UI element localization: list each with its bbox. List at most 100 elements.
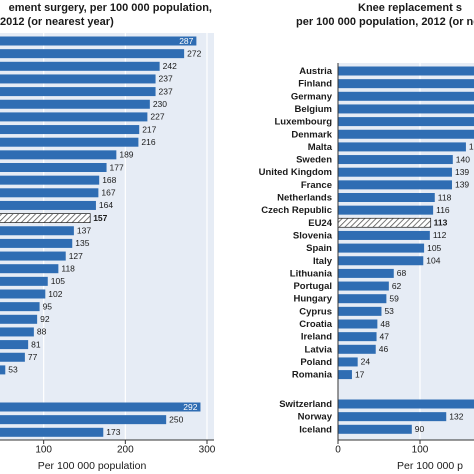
bar xyxy=(338,243,425,253)
bar xyxy=(0,150,117,160)
bar xyxy=(0,289,46,299)
category-label: EU24 xyxy=(308,218,332,229)
bar xyxy=(338,399,474,409)
value-label: 17 xyxy=(355,369,365,379)
category-label: Italy xyxy=(313,256,333,267)
value-label: 24 xyxy=(361,357,371,367)
bar xyxy=(0,427,104,437)
bar xyxy=(0,87,156,97)
bar xyxy=(0,112,148,122)
category-label: Hungary xyxy=(293,294,332,305)
category-label: Czech Republic xyxy=(261,205,332,216)
bar xyxy=(338,79,474,89)
bar xyxy=(0,238,73,248)
x-tick-label: 100 xyxy=(35,445,52,456)
value-label: 104 xyxy=(426,256,440,266)
value-label: 105 xyxy=(427,243,441,253)
value-label: 47 xyxy=(380,331,390,341)
value-label: 173 xyxy=(106,427,120,437)
bar xyxy=(0,340,29,350)
bar xyxy=(0,264,59,274)
category-label: Cyprus xyxy=(299,306,332,317)
value-label: 77 xyxy=(28,352,38,362)
value-label: 95 xyxy=(43,301,53,311)
value-label: 113 xyxy=(434,218,448,228)
bar xyxy=(338,129,474,139)
x-axis-label: Per 100 000 population xyxy=(38,460,147,472)
category-label: Portugal xyxy=(293,281,332,292)
category-label: Malta xyxy=(308,142,333,153)
category-label: France xyxy=(301,180,332,191)
value-label: 168 xyxy=(102,175,116,185)
bar xyxy=(0,99,150,109)
category-label: Lithuania xyxy=(290,268,333,279)
x-tick-label: 200 xyxy=(117,445,134,456)
bar xyxy=(0,327,34,337)
bar xyxy=(0,276,48,286)
bar xyxy=(0,415,167,425)
category-label: Denmark xyxy=(291,129,332,140)
bar xyxy=(0,175,100,185)
value-label: 68 xyxy=(397,268,407,278)
value-label: 135 xyxy=(75,238,89,248)
value-label: 90 xyxy=(415,424,425,434)
category-label: Slovenia xyxy=(293,230,333,241)
bar xyxy=(338,332,377,342)
category-label: Austria xyxy=(299,66,332,77)
value-label: 127 xyxy=(69,251,83,261)
x-tick-label: 100 xyxy=(412,445,429,456)
bar xyxy=(0,137,139,147)
category-label: United Kingdom xyxy=(259,167,332,178)
value-label: 118 xyxy=(61,263,75,273)
category-label: Sweden xyxy=(296,155,332,166)
category-label: Ireland xyxy=(301,332,332,343)
category-label: Germany xyxy=(291,91,333,102)
bar xyxy=(0,402,201,412)
bar xyxy=(338,142,466,152)
bar xyxy=(338,230,430,240)
bar xyxy=(338,424,412,434)
category-label: Poland xyxy=(300,357,332,368)
bar xyxy=(338,104,474,114)
value-label: 237 xyxy=(159,86,173,96)
value-label: 92 xyxy=(40,314,50,324)
category-label: Netherlands xyxy=(277,193,332,204)
value-label: 48 xyxy=(380,319,390,329)
value-label: 88 xyxy=(37,327,47,337)
value-label: 272 xyxy=(187,48,201,58)
chart-title: 2012 (or nearest year) xyxy=(0,16,114,28)
bar xyxy=(338,180,452,190)
bar xyxy=(338,205,434,215)
value-label: 156 xyxy=(469,142,474,152)
bar xyxy=(338,344,376,354)
bar xyxy=(0,188,99,198)
value-label: 242 xyxy=(163,61,177,71)
bar xyxy=(338,117,474,127)
value-label: 102 xyxy=(48,289,62,299)
value-label: 139 xyxy=(455,180,469,190)
x-tick-label: 300 xyxy=(199,445,216,456)
highlight-bar xyxy=(337,217,432,228)
value-label: 116 xyxy=(436,205,450,215)
bar xyxy=(338,268,394,278)
value-label: 167 xyxy=(101,188,115,198)
value-label: 189 xyxy=(119,150,133,160)
value-label: 118 xyxy=(438,192,452,202)
category-label: Norway xyxy=(298,412,333,423)
value-label: 62 xyxy=(392,281,402,291)
bar xyxy=(338,66,474,76)
category-label: Latvia xyxy=(305,344,333,355)
category-label: Finland xyxy=(298,79,332,90)
bar xyxy=(0,352,25,362)
value-label: 227 xyxy=(150,112,164,122)
bar xyxy=(338,155,453,165)
bar xyxy=(0,49,185,59)
category-label: Romania xyxy=(292,370,333,381)
bar xyxy=(0,365,6,375)
value-label: 230 xyxy=(153,99,167,109)
category-label: Iceland xyxy=(299,424,332,435)
value-label: 81 xyxy=(31,339,41,349)
bar xyxy=(338,306,382,316)
